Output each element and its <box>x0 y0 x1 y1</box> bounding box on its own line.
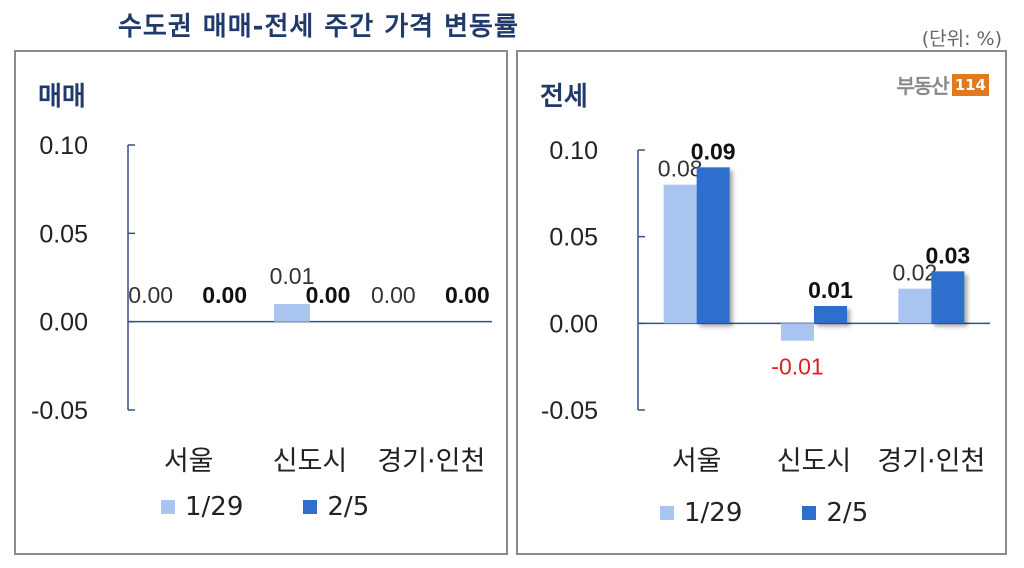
data-label: 0.02 <box>892 260 937 286</box>
jeonse-legend: 1/29 2/5 <box>660 498 928 528</box>
data-label: 0.00 <box>371 282 416 308</box>
legend-swatch-1 <box>161 500 175 514</box>
bar-1-29-1 <box>274 304 310 322</box>
x-tick-label: 서울 <box>164 446 214 477</box>
legend-label-2: 2/5 <box>327 492 370 522</box>
data-label: 0.00 <box>306 282 351 308</box>
x-tick-label: 신도시 <box>273 446 348 477</box>
data-label: 0.00 <box>202 282 247 308</box>
sale-panel: 매매 0.10 0.05 0.00 -0.05 0.00 0.00 서울 0.01 0.00 신도… <box>14 50 508 555</box>
y-tick-label: 0.05 <box>549 224 598 252</box>
bar-1-29-1 <box>781 323 814 341</box>
data-label: -0.01 <box>771 354 823 380</box>
legend-swatch-2 <box>802 506 817 520</box>
jeonse-chart: 0.10 0.05 0.00 -0.05 0.080.09 서울 -0.01 0.01 신도시 0… <box>541 137 990 477</box>
bar-1-29-2 <box>898 288 932 324</box>
bar-2-5-1 <box>814 306 847 324</box>
sale-legend: 1/29 2/5 <box>161 492 429 522</box>
data-label: 0.09 <box>691 138 736 164</box>
x-tick-label: 서울 <box>672 446 722 477</box>
x-tick-label: 경기·인천 <box>877 446 985 477</box>
jeonse-panel: 전세 부동산 114 0.10 0.05 0.00 -0.05 0.08 0.09 서울 -0… <box>516 50 1007 555</box>
sale-panel-title: 매매 <box>38 82 86 112</box>
page-title: 수도권 매매-전세 주간 가격 변동률 <box>118 12 519 42</box>
data-label: 0.00 <box>445 282 490 308</box>
legend-label-2: 2/5 <box>826 498 869 528</box>
bar-1-29-0 <box>663 184 697 324</box>
legend-swatch-2 <box>303 500 318 514</box>
legend-item-2: 2/5 <box>802 498 868 528</box>
legend-item-1: 1/29 <box>161 492 243 522</box>
bar-2-5-2 <box>931 271 965 324</box>
jeonse-panel-title: 전세 <box>540 82 588 112</box>
legend-label-1: 1/29 <box>684 498 743 528</box>
logo-number: 114 <box>951 73 989 96</box>
legend-label-1: 1/29 <box>185 492 244 522</box>
logo-text: 부동산 <box>896 74 949 98</box>
data-label: 0.01 <box>270 263 315 289</box>
data-label: 0.00 <box>128 282 173 308</box>
y-tick-label: 0.05 <box>39 220 88 248</box>
legend-item-1: 1/29 <box>660 498 742 528</box>
y-tick-label: 0.10 <box>39 132 88 160</box>
y-tick-label: 0.00 <box>549 310 598 338</box>
bar-2-5-0 <box>696 167 730 324</box>
x-tick-label: 경기·인천 <box>377 446 485 477</box>
data-label: 0.08 <box>658 156 703 182</box>
y-tick-label: -0.05 <box>541 397 598 425</box>
data-label: 0.03 <box>925 242 970 268</box>
sale-chart: 0.100.050.00-0.050.00 0.00서울0.010.00신도시0.… <box>31 132 492 477</box>
logo: 부동산 114 <box>896 70 989 99</box>
y-tick-label: -0.05 <box>31 397 88 425</box>
data-label: 0.01 <box>808 277 853 303</box>
legend-swatch-1 <box>660 506 674 520</box>
y-tick-label: 0.10 <box>549 137 598 165</box>
unit-label: (단위: %) <box>921 28 1002 50</box>
y-tick-label: 0.00 <box>39 309 88 337</box>
legend-item-2: 2/5 <box>303 492 369 522</box>
x-tick-label: 신도시 <box>777 446 852 477</box>
